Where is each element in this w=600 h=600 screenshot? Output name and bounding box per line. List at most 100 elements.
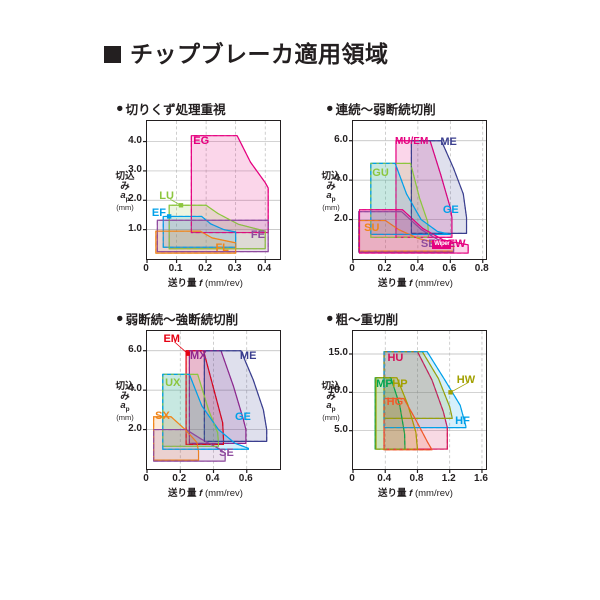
leader-line-em [174, 341, 188, 354]
marker-lu [178, 203, 184, 208]
region-outline-su [358, 220, 455, 252]
region-label-mu-em: MU/EM [394, 135, 429, 147]
plot-area [143, 330, 281, 473]
subtitle-text: 連続～弱断続切削 [335, 103, 436, 117]
round-bullet-icon: ● [326, 311, 334, 326]
y-axis-symbol: ap [120, 400, 130, 414]
x-tick-label: 0.3 [227, 263, 242, 274]
y-tick-label: 2.0 [128, 193, 142, 205]
region-outline-sew [358, 209, 469, 254]
region-outline-ux [162, 373, 219, 447]
region-label-hw: HW [456, 373, 476, 386]
region-label-lu: LU [159, 190, 174, 203]
region-outline-fl [155, 230, 237, 254]
x-tick-label: 0 [143, 263, 149, 274]
subtitle-text: 切りくず処理重視 [125, 103, 226, 117]
region-label-hg: HG [386, 396, 404, 409]
region-label-se: SE [420, 237, 436, 250]
y-tick-label: 2.0 [334, 212, 348, 224]
subtitle-continuous: ● 連続～弱断続切削 [326, 99, 436, 118]
x-tick-label: 0.4 [205, 473, 220, 484]
x-tick-label: 0.4 [257, 263, 272, 274]
plot-area [349, 330, 487, 473]
region-outline-sx [153, 416, 200, 461]
round-bullet-icon: ● [116, 311, 124, 326]
region-label-fl: FL [215, 241, 229, 254]
region-label-mp: MP [376, 377, 393, 390]
badge-wiper: Wiper [432, 239, 452, 250]
region-outline-se [153, 429, 226, 462]
x-tick-label: 0.8 [474, 263, 489, 274]
region-label-ef: EF [151, 207, 166, 220]
page-title: チップブレーカ適用領域 [104, 43, 389, 66]
x-tick-label: 1.6 [474, 473, 488, 484]
plot-area [349, 120, 487, 263]
subtitle-text: 弱断続～強断続切削 [125, 313, 239, 327]
region-outline-hg [383, 397, 433, 451]
subtitle-interrupted: ● 弱断続～強断続切削 [116, 309, 238, 328]
x-tick-label: 0.2 [198, 263, 213, 274]
x-tick-label: 0 [349, 473, 355, 484]
region-label-hf: HF [455, 415, 470, 428]
y-tick-label: 4.0 [128, 383, 142, 395]
region-outline-se [358, 211, 455, 253]
subtitle-rough: ● 粗～重切削 [326, 309, 398, 328]
x-axis-label: 送り量 f (mm/rev) [168, 488, 243, 499]
region-label-gu: GU [372, 167, 389, 180]
marker-em [185, 351, 190, 356]
leader-line-hw [450, 382, 468, 393]
square-bullet-icon [104, 46, 121, 63]
chart-canvas [349, 121, 486, 263]
region-label-ge: GE [234, 410, 251, 423]
region-outline-em [185, 350, 224, 445]
region-outline-me [203, 350, 268, 442]
x-axis-label: 送り量 f (mm/rev) [378, 278, 453, 289]
region-label-mx: MX [190, 349, 207, 362]
y-axis-label: 切込み ap (mm) [318, 382, 344, 422]
region-outline-ge [162, 373, 249, 450]
y-tick-label: 15.0 [328, 347, 348, 358]
x-tick-label: 0 [349, 263, 355, 274]
region-outline-me [410, 140, 468, 234]
region-outline-mu-em [395, 140, 453, 238]
region-label-ux: UX [165, 377, 181, 390]
y-axis-symbol: ap [326, 400, 336, 414]
marker-hw [448, 390, 453, 395]
y-axis-symbol: ap [120, 190, 130, 204]
y-axis-label: 切込み ap (mm) [318, 172, 344, 212]
x-tick-label: 0.6 [238, 473, 253, 484]
subtitle-chip-control: ● 切りくず処理重視 [116, 99, 226, 118]
region-label-me: ME [440, 135, 457, 148]
region-label-em: EM [163, 332, 180, 345]
y-tick-label: 6.0 [128, 343, 142, 355]
y-axis-label: 切込み ap (mm) [112, 172, 138, 212]
region-outline-gu [370, 162, 429, 238]
region-outline-mx [188, 350, 247, 444]
y-tick-label: 5.0 [334, 423, 348, 435]
region-label-se: SE [219, 447, 234, 460]
x-tick-label: 0 [143, 473, 149, 484]
region-label-su: SU [364, 222, 380, 235]
y-tick-label: 10.0 [328, 385, 348, 397]
x-tick-label: 0.2 [172, 473, 187, 484]
y-tick-label: 4.0 [128, 134, 142, 146]
region-label-sew: SEW [440, 237, 466, 250]
x-tick-label: 1.2 [441, 473, 456, 484]
x-axis-label: 送り量 f (mm/rev) [168, 278, 243, 289]
x-axis-label: 送り量 f (mm/rev) [378, 488, 453, 499]
round-bullet-icon: ● [326, 101, 334, 116]
page-title-text: チップブレーカ適用領域 [130, 41, 389, 67]
chart-canvas [349, 331, 486, 473]
y-tick-label: 4.0 [334, 173, 348, 185]
plot-area [143, 120, 281, 263]
x-tick-label: 0.1 [168, 263, 183, 274]
region-label-sx: SX [155, 409, 170, 422]
chart-canvas [143, 121, 280, 263]
y-tick-label: 1.0 [128, 222, 142, 234]
marker-ef [166, 214, 172, 219]
y-tick-label: 3.0 [128, 163, 142, 175]
round-bullet-icon: ● [116, 101, 124, 116]
subtitle-text: 粗～重切削 [335, 313, 399, 327]
x-tick-label: 0.6 [442, 263, 457, 274]
